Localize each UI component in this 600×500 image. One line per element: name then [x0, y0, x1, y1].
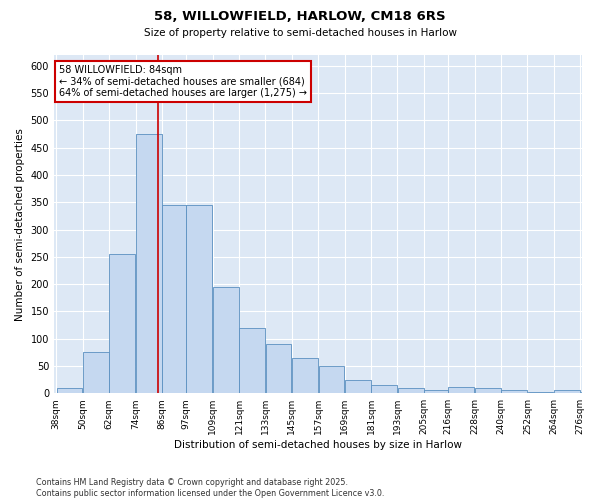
Text: Size of property relative to semi-detached houses in Harlow: Size of property relative to semi-detach…	[143, 28, 457, 38]
Text: 58, WILLOWFIELD, HARLOW, CM18 6RS: 58, WILLOWFIELD, HARLOW, CM18 6RS	[154, 10, 446, 23]
Bar	[292, 358, 318, 393]
Bar	[371, 385, 397, 393]
Bar	[398, 388, 424, 393]
Bar	[424, 390, 448, 393]
Bar	[319, 366, 344, 393]
Bar	[136, 134, 161, 393]
Bar	[475, 388, 500, 393]
X-axis label: Distribution of semi-detached houses by size in Harlow: Distribution of semi-detached houses by …	[174, 440, 462, 450]
Y-axis label: Number of semi-detached properties: Number of semi-detached properties	[15, 128, 25, 320]
Bar	[162, 205, 186, 393]
Bar	[213, 287, 239, 393]
Bar	[83, 352, 109, 393]
Bar	[266, 344, 292, 393]
Bar	[187, 205, 212, 393]
Bar	[554, 390, 580, 393]
Bar	[581, 392, 600, 393]
Bar	[448, 386, 474, 393]
Bar	[345, 380, 371, 393]
Bar	[239, 328, 265, 393]
Bar	[528, 392, 553, 393]
Text: Contains HM Land Registry data © Crown copyright and database right 2025.
Contai: Contains HM Land Registry data © Crown c…	[36, 478, 385, 498]
Bar	[56, 388, 82, 393]
Bar	[109, 254, 135, 393]
Bar	[502, 390, 527, 393]
Text: 58 WILLOWFIELD: 84sqm
← 34% of semi-detached houses are smaller (684)
64% of sem: 58 WILLOWFIELD: 84sqm ← 34% of semi-deta…	[59, 65, 307, 98]
